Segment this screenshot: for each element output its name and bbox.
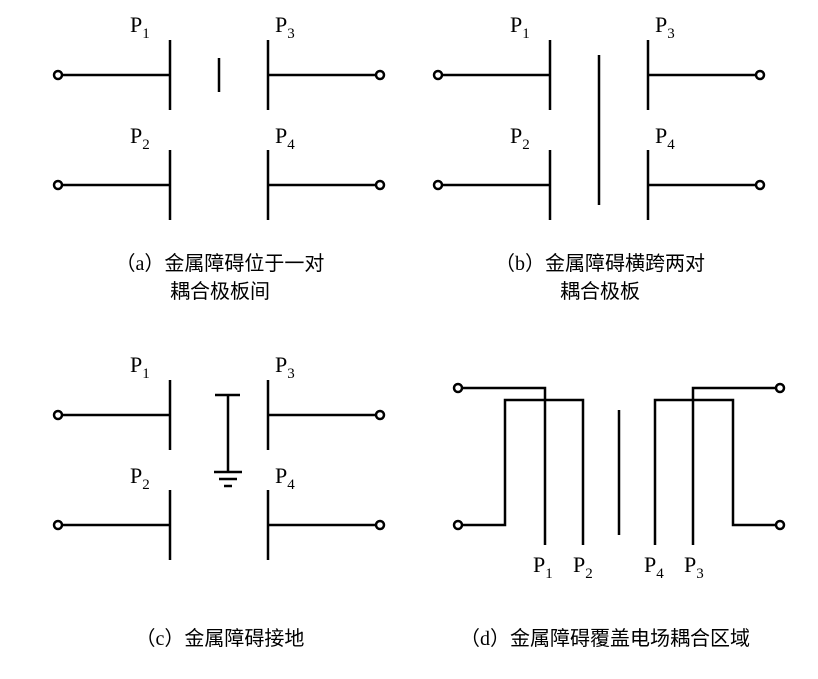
caption-b: （b）金属障碍横跨两对 耦合极板 [460, 250, 740, 306]
label-p4-b: P4 [655, 123, 675, 153]
label-p3-a: P3 [275, 12, 295, 42]
terminal-p1-b [434, 71, 442, 79]
caption-c: （c）金属障碍接地 [100, 625, 340, 653]
label-p3-b: P3 [655, 12, 675, 42]
terminal-p4-b [756, 181, 764, 189]
plate-p4-d [655, 400, 776, 545]
terminal-p1-d [454, 384, 462, 392]
label-p2-a: P2 [130, 123, 150, 153]
label-p2-d: P2 [573, 552, 593, 582]
panel-c: P1 P3 P2 P4 [54, 352, 384, 560]
terminal-p2-d [454, 521, 462, 529]
plate-p1-d [462, 388, 545, 545]
label-p2-c: P2 [130, 463, 150, 493]
panel-b: P1 P3 P2 P4 [434, 12, 764, 220]
label-p3-c: P3 [275, 352, 295, 382]
label-p2-b: P2 [510, 123, 530, 153]
terminal-p2-b [434, 181, 442, 189]
panel-a: P1 P3 P2 P4 [54, 12, 384, 220]
terminal-p3-a [376, 71, 384, 79]
terminal-p1-c [54, 411, 62, 419]
terminal-p3-b [756, 71, 764, 79]
terminal-p3-d [776, 384, 784, 392]
caption-d: （d）金属障碍覆盖电场耦合区域 [425, 625, 785, 653]
label-p4-a: P4 [275, 123, 295, 153]
label-p1-a: P1 [130, 12, 150, 42]
terminal-p3-c [376, 411, 384, 419]
label-p1-b: P1 [510, 12, 530, 42]
terminal-p2-a [54, 181, 62, 189]
terminal-p4-c [376, 521, 384, 529]
terminal-p2-c [54, 521, 62, 529]
label-p1-c: P1 [130, 352, 150, 382]
terminal-p4-d [776, 521, 784, 529]
diagram-svg: P1 P3 P2 P4 P1 P3 P2 [0, 0, 818, 679]
terminal-p1-a [54, 71, 62, 79]
plate-p2-d [462, 400, 583, 545]
panel-d: P1 P2 P4 P3 [454, 384, 784, 582]
diagram-container: P1 P3 P2 P4 P1 P3 P2 [0, 0, 818, 679]
terminal-p4-a [376, 181, 384, 189]
label-p3-d: P3 [684, 552, 704, 582]
label-p4-c: P4 [275, 463, 295, 493]
label-p1-d: P1 [533, 552, 553, 582]
label-p4-d: P4 [644, 552, 664, 582]
plate-p3-d [693, 388, 776, 545]
caption-a: （a）金属障碍位于一对 耦合极板间 [80, 250, 360, 306]
